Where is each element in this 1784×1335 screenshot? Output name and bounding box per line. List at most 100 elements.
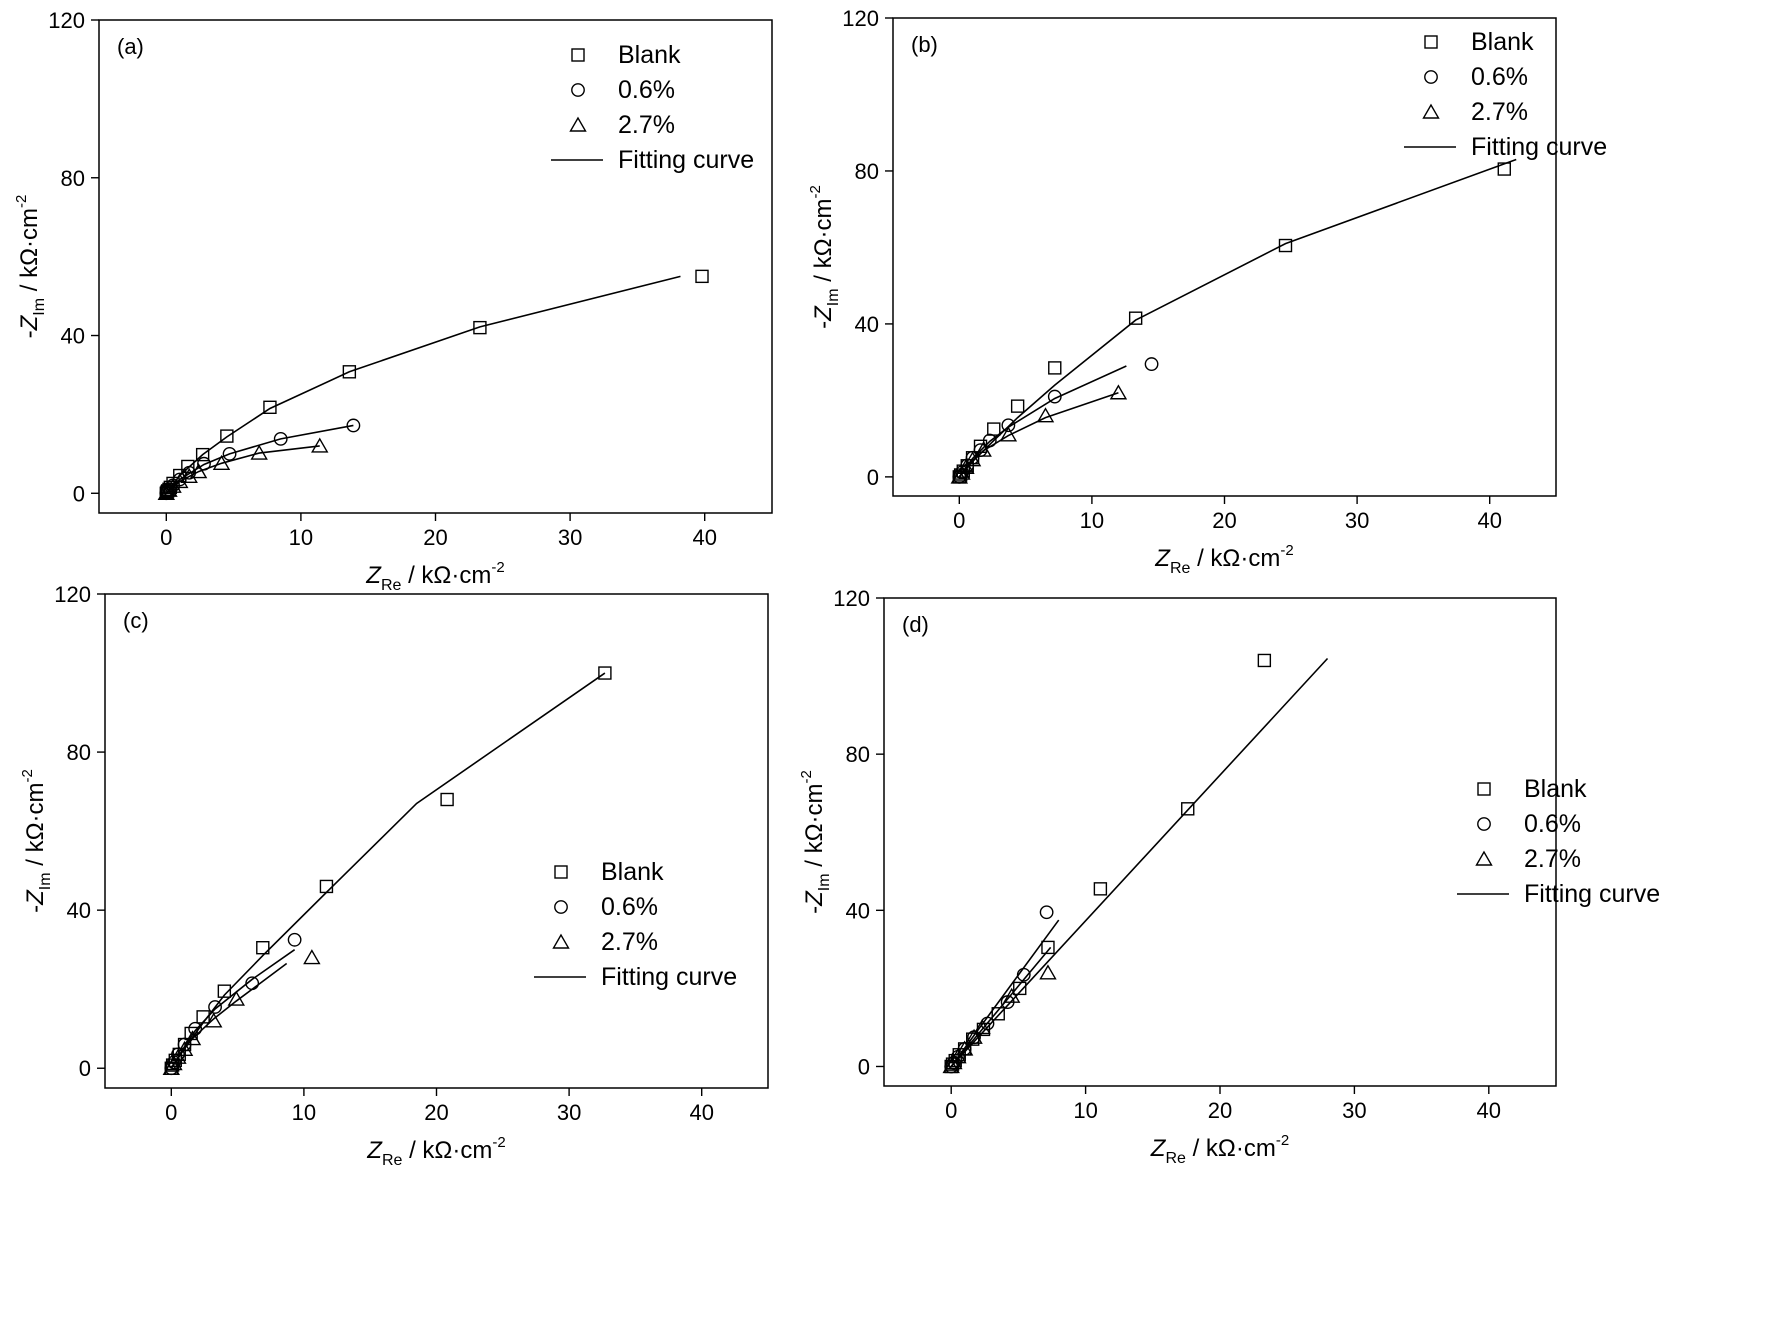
legend-marker xyxy=(554,865,568,879)
data-point xyxy=(195,447,210,462)
x-tick-label: 20 xyxy=(1212,508,1236,533)
data-point xyxy=(1039,905,1054,920)
data-point xyxy=(342,365,357,379)
data-point xyxy=(440,792,454,807)
legend-marker xyxy=(569,116,587,132)
x-tick-label: 40 xyxy=(689,1100,713,1125)
legend-marker xyxy=(552,933,570,949)
fitting-curve xyxy=(958,158,1517,478)
data-point xyxy=(1002,987,1021,1003)
legend-marker xyxy=(1422,103,1440,119)
y-tick-label: 0 xyxy=(73,481,85,506)
y-tick-label: 80 xyxy=(846,742,870,767)
data-point xyxy=(220,429,234,443)
x-tick-label: 40 xyxy=(1477,508,1501,533)
data-point xyxy=(955,1040,974,1056)
data-point xyxy=(987,422,1001,436)
fitting-curve xyxy=(950,919,1060,1067)
y-tick-label: 40 xyxy=(61,324,85,349)
legend-label: 0.6% xyxy=(601,893,658,921)
data-point xyxy=(1128,311,1143,325)
legend-marker xyxy=(1477,782,1491,796)
y-tick-label: 80 xyxy=(61,166,85,191)
data-point xyxy=(273,431,288,446)
data-point xyxy=(963,451,982,467)
legend-label: Blank xyxy=(1471,28,1534,56)
data-point xyxy=(222,446,237,461)
data-point xyxy=(1039,964,1057,980)
plot-frame xyxy=(883,597,1557,1087)
x-tick-label: 30 xyxy=(557,1100,581,1125)
series-square xyxy=(159,269,709,500)
series-triangle xyxy=(157,437,329,500)
legend-marker xyxy=(1424,35,1438,49)
legend-marker xyxy=(554,900,568,914)
y-tick-label: 0 xyxy=(867,465,879,490)
fitting-curve xyxy=(170,672,606,1069)
x-tick-label: 30 xyxy=(1345,508,1369,533)
x-tick-label: 20 xyxy=(424,1100,448,1125)
y-tick-label: 40 xyxy=(855,312,879,337)
y-tick-label: 0 xyxy=(79,1056,91,1081)
legend-label: 2.7% xyxy=(1471,98,1528,126)
data-point xyxy=(1036,407,1055,423)
y-tick-label: 80 xyxy=(855,159,879,184)
data-point xyxy=(346,418,361,433)
data-point xyxy=(183,1030,202,1046)
data-point xyxy=(1144,357,1159,371)
data-point xyxy=(991,1007,1005,1021)
legend: Blank 0.6% 2.7% Fitting curve xyxy=(551,41,754,174)
y-tick-label: 120 xyxy=(48,8,85,33)
data-point xyxy=(1010,399,1025,413)
x-tick-label: 30 xyxy=(558,525,582,550)
x-tick-label: 0 xyxy=(160,525,172,550)
series-triangle xyxy=(942,946,1057,1074)
y-tick-label: 80 xyxy=(67,740,91,765)
data-point xyxy=(180,467,198,484)
data-point xyxy=(1013,981,1027,996)
data-point xyxy=(598,666,612,680)
data-point xyxy=(974,441,992,457)
legend-label: 2.7% xyxy=(618,111,675,139)
x-axis-label: ZRe / kΩ·cm-2 xyxy=(365,559,504,594)
data-point xyxy=(1257,653,1272,668)
x-tick-label: 0 xyxy=(945,1098,957,1123)
data-point xyxy=(171,1047,185,1062)
legend-label: Fitting curve xyxy=(1471,133,1607,161)
y-tick-label: 40 xyxy=(846,898,870,923)
x-tick-label: 0 xyxy=(953,508,965,533)
data-point xyxy=(1001,418,1016,433)
chart-panel: 0 10 20 30 40 0 40 80 120 ZRe / kΩ·cm-2 -ZIm / kΩ·… xyxy=(13,8,773,594)
series-square xyxy=(164,666,612,1075)
legend-label: Blank xyxy=(618,41,681,69)
fitting-curve xyxy=(950,946,1052,1067)
legend-label: Blank xyxy=(1524,775,1587,803)
y-tick-label: 120 xyxy=(842,6,879,31)
fitting-curve xyxy=(950,657,1329,1068)
legend-label: 2.7% xyxy=(601,928,658,956)
legend: Blank 0.6% 2.7% Fitting curve xyxy=(1457,775,1660,908)
x-tick-label: 10 xyxy=(289,525,313,550)
data-point xyxy=(1497,162,1511,176)
data-point xyxy=(171,473,189,489)
x-tick-label: 10 xyxy=(1080,508,1104,533)
x-tick-label: 10 xyxy=(1073,1098,1097,1123)
data-point xyxy=(999,426,1018,442)
data-point xyxy=(973,1019,991,1035)
panel-label: (b) xyxy=(911,32,938,57)
x-tick-label: 20 xyxy=(1208,1098,1232,1123)
data-point xyxy=(1048,361,1062,375)
legend-marker xyxy=(1475,850,1493,866)
x-tick-label: 40 xyxy=(1477,1098,1501,1123)
y-tick-label: 120 xyxy=(54,582,91,607)
data-point xyxy=(311,437,329,453)
legend-label: 0.6% xyxy=(618,76,675,104)
legend-label: Fitting curve xyxy=(618,146,754,174)
data-point xyxy=(1181,802,1195,816)
y-axis-label: -ZIm / kΩ·cm-2 xyxy=(807,185,842,329)
data-point xyxy=(212,454,231,471)
legend: Blank 0.6% 2.7% Fitting curve xyxy=(1404,28,1607,161)
data-point xyxy=(160,481,178,497)
fitting-curve xyxy=(165,275,681,494)
